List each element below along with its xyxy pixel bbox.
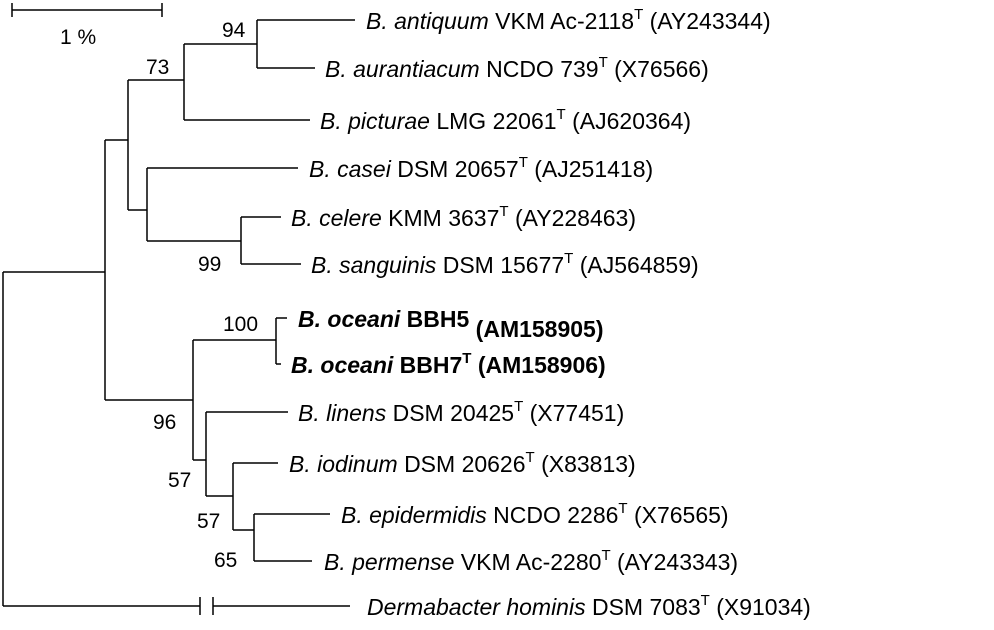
taxon-label-outgroup: Dermabacter hominis DSM 7083T (X91034) (367, 592, 811, 620)
taxon-label: B. celere KMM 3637T (AY228463) (291, 203, 636, 231)
scale-bar-label: 1 % (60, 26, 96, 49)
taxon-label-highlight: B. oceani BBH5 (AM158905) (298, 306, 604, 342)
taxon-label: B. permense VKM Ac-2280T (AY243343) (324, 547, 738, 575)
tree-branches (2, 19, 355, 615)
taxon-label: B. aurantiacum NCDO 739T (X76566) (325, 54, 709, 82)
bootstrap-57-upper: 57 (168, 469, 191, 492)
taxon-label: B. linens DSM 20425T (X77451) (298, 398, 624, 426)
bootstrap-73: 73 (146, 56, 169, 79)
taxon-labels: B. antiquum VKM Ac-2118T (AY243344) B. a… (289, 6, 811, 620)
bootstrap-values: 94 73 99 100 96 57 57 65 (146, 19, 258, 572)
taxon-label: B. sanguinis DSM 15677T (AJ564859) (311, 250, 699, 278)
bootstrap-100: 100 (223, 313, 258, 336)
bootstrap-96: 96 (153, 411, 176, 434)
taxon-label: B. antiquum VKM Ac-2118T (AY243344) (366, 6, 771, 34)
taxon-label-highlight: B. oceani BBH7T (AM158906) (291, 350, 606, 378)
bootstrap-57-lower: 57 (197, 510, 220, 533)
taxon-label: B. iodinum DSM 20626T (X83813) (289, 449, 636, 477)
taxon-label: B. picturae LMG 22061T (AJ620364) (320, 106, 691, 134)
taxon-label: B. epidermidis NCDO 2286T (X76565) (341, 500, 729, 528)
bootstrap-65: 65 (214, 549, 237, 572)
bootstrap-99: 99 (198, 253, 221, 276)
scale-bar: 1 % (11, 3, 163, 49)
taxon-label: B. casei DSM 20657T (AJ251418) (309, 154, 653, 182)
bootstrap-94: 94 (222, 19, 246, 42)
